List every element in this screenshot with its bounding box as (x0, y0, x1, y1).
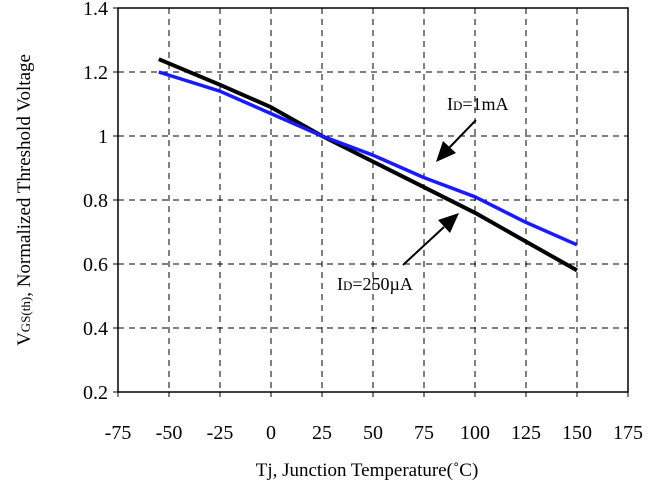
x-tick-label: 25 (312, 422, 332, 444)
x-tick-label: -75 (105, 422, 132, 444)
x-tick-label: 125 (511, 422, 541, 444)
series-line-1 (158, 70, 578, 247)
x-tick-label: 150 (562, 422, 592, 444)
x-tick-label: 100 (460, 422, 490, 444)
y-tick-label: 1.4 (83, 0, 108, 20)
x-tick-label: 75 (414, 422, 434, 444)
y-tick-label: 0.8 (83, 190, 108, 212)
arrow-250ua (402, 213, 459, 266)
x-tick-label: 50 (363, 422, 383, 444)
y-tick-label: 1.2 (83, 62, 108, 84)
x-tick-label: -50 (156, 422, 183, 444)
y-tick-label: 0.4 (83, 318, 108, 340)
series-line-0 (158, 57, 578, 273)
x-axis-label: Tj, Junction Temperature(˚C) (256, 460, 479, 481)
grid (118, 8, 628, 392)
series-label-250ua: ID=250µA (337, 274, 413, 294)
x-tick-label: 0 (266, 422, 276, 444)
y-tick-label: 0.2 (83, 382, 108, 404)
y-tick-label: 1 (98, 126, 108, 148)
y-axis-ticks: 0.2 0.4 0.6 0.8 1 1.2 1.4 (83, 0, 118, 404)
y-tick-label: 0.6 (83, 254, 108, 276)
x-tick-label: 175 (613, 422, 643, 444)
y-axis-label: VGS(th), Normalized Threshold Voltage (14, 54, 35, 346)
arrow-1ma (436, 119, 477, 162)
series-label-1ma: ID=1mA (447, 94, 509, 114)
series-lines (158, 57, 578, 273)
x-tick-label: -25 (207, 422, 234, 444)
x-axis-ticks: -75 -50 -25 0 25 50 75 100 125 150 175 (105, 392, 643, 444)
